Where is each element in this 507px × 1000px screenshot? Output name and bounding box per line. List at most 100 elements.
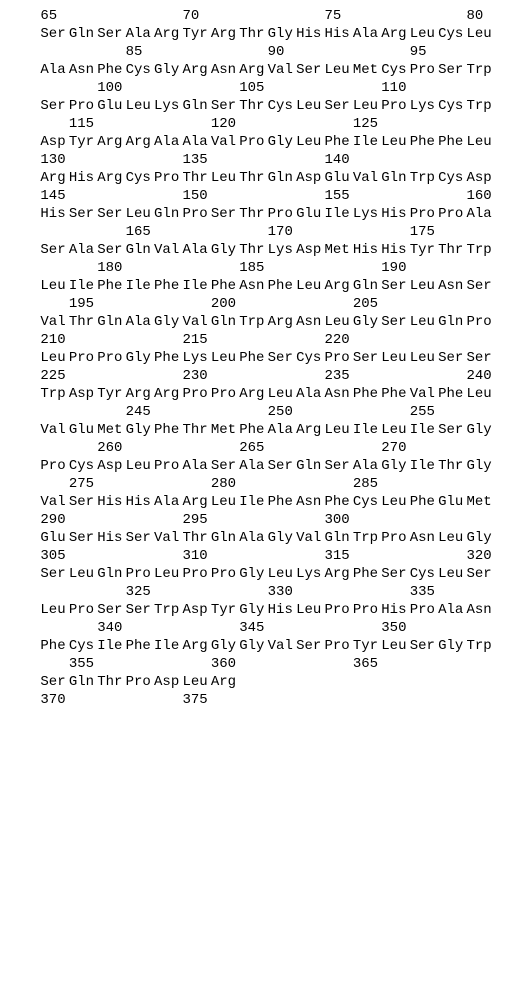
position-label <box>467 296 495 312</box>
position-label <box>239 656 267 672</box>
position-label <box>268 692 296 708</box>
residue: Trp <box>410 170 438 186</box>
residue: Tyr <box>182 26 210 42</box>
position-label <box>410 440 438 456</box>
position-label <box>410 260 438 276</box>
position-label <box>126 476 154 492</box>
position-label: 160 <box>467 188 495 204</box>
residue: Leu <box>126 98 154 114</box>
residue: Leu <box>324 314 352 330</box>
position-label <box>324 44 352 60</box>
residue: Phe <box>353 566 381 582</box>
residue: Pro <box>324 602 352 618</box>
residue: Glu <box>69 422 97 438</box>
residue: Gln <box>211 314 239 330</box>
position-label <box>410 80 438 96</box>
position-label <box>12 80 40 96</box>
residue: Leu <box>410 350 438 366</box>
position-label <box>381 512 409 528</box>
residue: Leu <box>40 278 68 294</box>
position-label <box>268 260 296 276</box>
position-row: 65707580 <box>12 8 495 24</box>
residue: Phe <box>126 638 154 654</box>
position-label: 265 <box>239 440 267 456</box>
residue <box>12 638 40 654</box>
residue: Cys <box>353 494 381 510</box>
residue: Gly <box>239 602 267 618</box>
position-label <box>182 224 210 240</box>
position-label <box>296 260 324 276</box>
position-label: 205 <box>353 296 381 312</box>
position-label <box>296 584 324 600</box>
residue: Leu <box>296 602 324 618</box>
residue: Lys <box>182 350 210 366</box>
residue: Phe <box>239 350 267 366</box>
residue-row: HisSerSerLeuGlnProSerThrProGluIleLysHisP… <box>12 206 495 222</box>
position-label <box>324 404 352 420</box>
residue: Pro <box>126 674 154 690</box>
residue: Met <box>324 242 352 258</box>
residue: Trp <box>467 98 495 114</box>
residue: Gly <box>381 458 409 474</box>
residue-row: ValSerHisHisAlaArgLeuIlePheAsnPheCysLeuP… <box>12 494 495 510</box>
residue: Ser <box>97 206 125 222</box>
position-row: 195200205 <box>12 296 495 312</box>
residue: Cys <box>126 170 154 186</box>
residue <box>12 530 40 546</box>
position-label <box>12 8 40 24</box>
position-label <box>381 548 409 564</box>
residue: Trp <box>40 386 68 402</box>
position-label: 255 <box>410 404 438 420</box>
position-label <box>268 152 296 168</box>
position-label <box>268 332 296 348</box>
residue: Ala <box>126 314 154 330</box>
residue: Asn <box>296 494 324 510</box>
position-row: 145150155160 <box>12 188 495 204</box>
position-label: 115 <box>69 116 97 132</box>
position-label <box>154 260 182 276</box>
position-label <box>69 152 97 168</box>
residue: Phe <box>239 422 267 438</box>
position-label <box>239 476 267 492</box>
position-label <box>438 512 466 528</box>
position-label <box>12 692 40 708</box>
position-label <box>69 440 97 456</box>
residue: Leu <box>381 494 409 510</box>
residue: Phe <box>324 494 352 510</box>
position-label <box>182 620 210 636</box>
residue <box>12 458 40 474</box>
position-label <box>296 44 324 60</box>
position-label: 325 <box>126 584 154 600</box>
sequence-table: 65707580SerGlnSerAlaArgTyrArgThrGlyHisHi… <box>12 8 495 708</box>
residue: Leu <box>381 422 409 438</box>
position-label: 245 <box>126 404 154 420</box>
position-label <box>381 8 409 24</box>
position-label: 110 <box>381 80 409 96</box>
residue: Leu <box>126 206 154 222</box>
residue: Arg <box>182 62 210 78</box>
residue: Ala <box>126 26 154 42</box>
position-label: 250 <box>268 404 296 420</box>
residue: Gly <box>126 422 154 438</box>
position-label <box>268 188 296 204</box>
position-label <box>296 8 324 24</box>
position-label <box>296 692 324 708</box>
residue: Leu <box>353 98 381 114</box>
residue: Glu <box>97 98 125 114</box>
residue: Ser <box>40 26 68 42</box>
position-label <box>239 116 267 132</box>
position-label <box>438 44 466 60</box>
position-label <box>97 332 125 348</box>
residue: Arg <box>154 386 182 402</box>
residue: Ser <box>324 98 352 114</box>
position-label: 210 <box>40 332 68 348</box>
position-label <box>182 476 210 492</box>
position-label: 120 <box>211 116 239 132</box>
residue: Ile <box>410 458 438 474</box>
position-label: 225 <box>40 368 68 384</box>
position-label <box>353 620 381 636</box>
residue: Tyr <box>211 602 239 618</box>
position-label: 350 <box>381 620 409 636</box>
position-label <box>381 368 409 384</box>
residue <box>12 350 40 366</box>
